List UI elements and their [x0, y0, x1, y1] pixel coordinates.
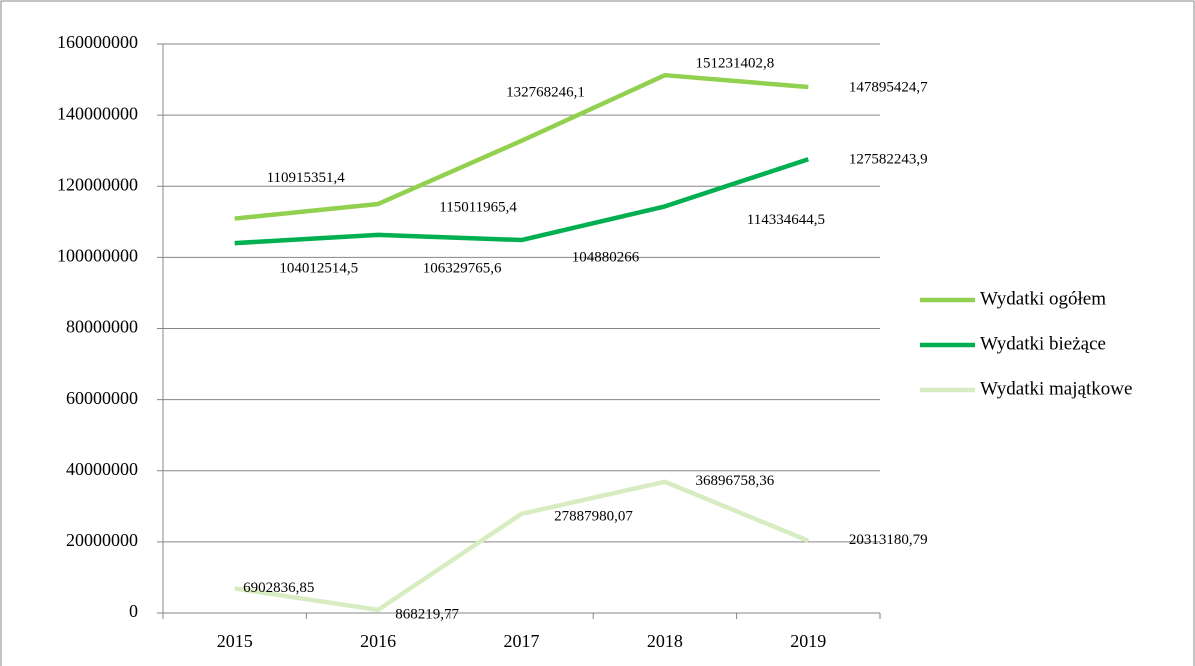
x-tick-label: 2016 [360, 631, 396, 651]
y-tick-label: 100000000 [57, 246, 138, 266]
y-tick-label: 120000000 [57, 174, 138, 194]
legend-label: Wydatki bieżące [980, 333, 1106, 354]
x-tick-label: 2015 [217, 631, 253, 651]
data-label: 114334644,5 [747, 212, 825, 228]
y-tick-label: 20000000 [66, 530, 138, 550]
y-tick-label: 80000000 [66, 317, 138, 337]
data-label: 106329765,6 [423, 260, 502, 276]
legend-label: Wydatki ogółem [980, 288, 1106, 309]
x-tick-label: 2019 [790, 631, 826, 651]
y-tick-label: 160000000 [57, 32, 138, 52]
data-label: 6902836,85 [243, 580, 314, 596]
series-line [234, 157, 810, 246]
data-label: 36896758,36 [696, 473, 775, 489]
data-label: 147895424,7 [849, 79, 928, 95]
data-label: 110915351,4 [267, 170, 346, 186]
data-label: 151231402,8 [696, 56, 775, 72]
y-tick-label: 0 [129, 601, 138, 621]
data-label: 115011965,4 [439, 199, 517, 215]
data-label: 868219,77 [395, 606, 459, 622]
data-label: 104880266 [572, 249, 640, 265]
data-label: 104012514,5 [279, 261, 358, 277]
data-label: 27887980,07 [554, 508, 633, 524]
y-tick-label: 60000000 [66, 388, 138, 408]
data-label: 127582243,9 [849, 152, 928, 168]
y-tick-label: 40000000 [66, 459, 138, 479]
x-tick-label: 2017 [504, 631, 540, 651]
y-tick-label: 140000000 [57, 103, 138, 123]
data-label: 132768246,1 [506, 84, 585, 100]
data-label: 20313180,79 [849, 532, 928, 548]
series-line [234, 72, 809, 221]
series-line [234, 479, 810, 613]
legend-label: Wydatki majątkowe [980, 378, 1132, 399]
x-tick-label: 2018 [647, 631, 683, 651]
